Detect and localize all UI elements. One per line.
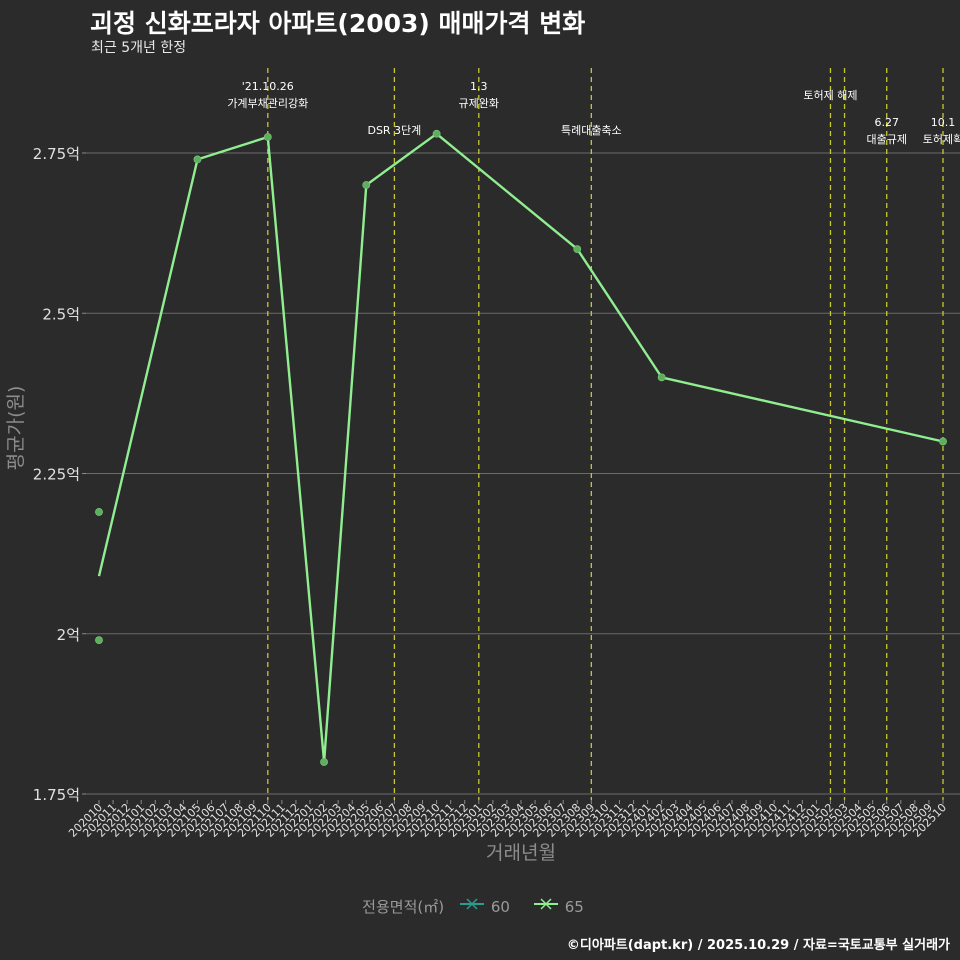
event-label: 6.27 — [874, 116, 899, 129]
chart-subtitle: 최근 5개년 한정 — [91, 40, 187, 56]
data-point — [320, 758, 328, 766]
data-point — [95, 508, 103, 516]
series-line-65 — [97, 132, 944, 764]
series-lines — [97, 132, 944, 764]
data-point — [939, 437, 947, 446]
y-axis-title: 평균가(원) — [5, 386, 27, 471]
event-label: 10.1 — [931, 116, 956, 129]
event-label: 1.3 — [470, 80, 488, 93]
data-points — [95, 129, 947, 766]
chart-title: 괴정 신화프라자 아파트(2003) 매매가격 변화 — [90, 9, 586, 38]
y-tick-label: 1.75억 — [33, 786, 80, 804]
data-point — [193, 155, 202, 164]
y-tick-label: 2.75억 — [33, 145, 80, 163]
data-point — [263, 133, 272, 141]
event-label: 토허제확 — [923, 133, 960, 146]
event-label: 규제완화 — [459, 97, 499, 110]
data-point — [432, 129, 441, 138]
y-tick-label: 2.25억 — [33, 466, 80, 484]
grid-lines — [86, 152, 960, 795]
legend-title: 전용면적(㎡) — [362, 898, 445, 916]
event-lines — [267, 68, 944, 800]
legend-label-65: 65 — [564, 897, 584, 916]
event-label: 토허제 해제 — [803, 88, 857, 102]
event-label: 대출규제 — [866, 133, 906, 146]
y-tick-label: 2억 — [57, 626, 80, 644]
source-caption: ©디아파트(dapt.kr) / 2025.10.29 / 자료=국토교통부 실… — [566, 938, 950, 953]
data-point — [657, 373, 666, 382]
legend: 전용면적(㎡) 60 65 — [0, 896, 960, 917]
legend-label-60: 60 — [490, 897, 510, 916]
x-axis: 2020102020112020122021012021022021032021… — [66, 800, 949, 840]
event-label: 특례대출축소 — [561, 124, 622, 137]
event-label: 가계부채관리강화 — [227, 97, 308, 110]
x-axis-title: 거래년월 — [486, 842, 556, 864]
legend-key-65 — [533, 898, 558, 910]
data-point — [573, 245, 582, 254]
event-label: DSR 3단계 — [367, 124, 421, 137]
y-tick-label: 2.5억 — [42, 305, 80, 323]
legend-key-60 — [459, 898, 484, 910]
data-point — [95, 636, 103, 645]
data-point — [362, 181, 371, 189]
event-label: '21.10.26 — [242, 80, 294, 93]
y-axis: 1.75억 2억 2.25억 2.5억 2.75억 — [33, 145, 86, 804]
